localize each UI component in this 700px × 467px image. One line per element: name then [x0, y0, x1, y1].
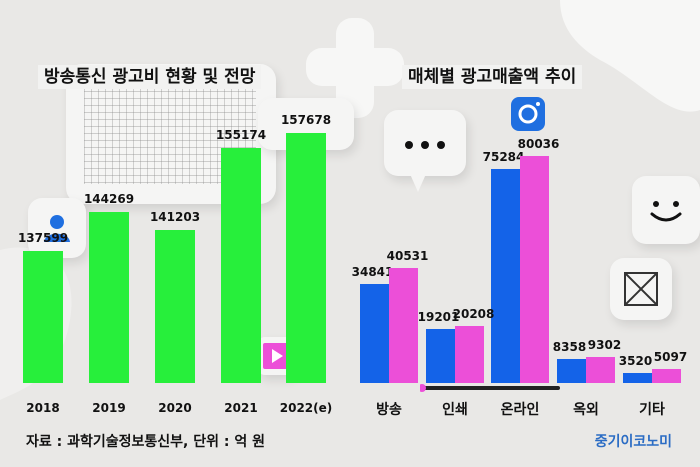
crossed-box-card — [610, 258, 672, 320]
bar-2022(e) — [286, 133, 326, 383]
left-chart-title: 방송통신 광고비 현황 및 전망 — [38, 62, 262, 89]
x-tick-label: 2022(e) — [279, 401, 333, 415]
smiley-icon — [650, 201, 682, 222]
bar-2020 — [155, 229, 195, 383]
bar-series2-방송 — [389, 268, 418, 383]
play-icon — [263, 343, 289, 369]
source-note: 자료 : 과학기술정보통신부, 단위 : 억 원 — [26, 434, 265, 450]
x-tick-label: 방송 — [376, 402, 402, 418]
x-tick-label: 옥외 — [573, 402, 599, 418]
x-tick-label: 기타 — [639, 402, 665, 418]
bar-series2-기타 — [652, 368, 681, 383]
x-tick-label: 온라인 — [500, 402, 540, 418]
value-label: 34841 — [351, 265, 394, 280]
bar-series1-옥외 — [557, 359, 586, 383]
plus-shape — [306, 18, 404, 118]
x-tick-label: 2020 — [158, 401, 192, 415]
value-label: 157678 — [280, 113, 332, 127]
value-label: 5097 — [653, 349, 688, 364]
scroll-track — [420, 384, 560, 392]
bar-series2-인쇄 — [455, 325, 484, 383]
crossed-box-icon — [624, 272, 658, 306]
value-label: 155174 — [215, 127, 267, 142]
value-label: 75284 — [482, 150, 525, 165]
bar-series1-방송 — [360, 284, 389, 383]
speech-bubble-card — [384, 110, 466, 192]
user-card — [28, 198, 86, 258]
value-label: 80036 — [517, 137, 560, 151]
bar-2019 — [89, 211, 129, 383]
value-label: 20208 — [452, 306, 495, 321]
value-label: 144269 — [83, 191, 135, 206]
value-label: 40531 — [386, 249, 429, 264]
x-tick-label: 2021 — [224, 401, 258, 415]
brand-logo-text: 중기이코노미 — [594, 434, 672, 450]
value-label: 19201 — [417, 309, 460, 324]
x-tick-label: 2019 — [92, 401, 126, 415]
speech-bubble-icon — [405, 141, 445, 192]
user-icon — [44, 215, 70, 242]
smiley-card — [632, 176, 700, 244]
value-label: 9302 — [587, 337, 622, 352]
bar-series1-기타 — [623, 373, 652, 383]
bar-2018 — [23, 250, 63, 383]
value-label: 137599 — [17, 230, 69, 245]
bar-2021 — [221, 147, 261, 383]
x-tick-label: 2018 — [26, 401, 60, 415]
x-tick-label: 인쇄 — [442, 402, 468, 418]
right-chart-title: 매체별 광고매출액 추이 — [402, 62, 583, 89]
bar-series1-인쇄 — [426, 328, 455, 383]
value-label: 8358 — [552, 340, 587, 355]
value-label: 3520 — [618, 354, 653, 369]
bar-series2-옥외 — [586, 356, 615, 383]
value-label: 141203 — [149, 209, 201, 224]
bar-series2-온라인 — [520, 156, 549, 383]
camera-icon — [511, 97, 545, 131]
bar-series1-온라인 — [491, 169, 520, 383]
wave-shape — [560, 0, 700, 112]
